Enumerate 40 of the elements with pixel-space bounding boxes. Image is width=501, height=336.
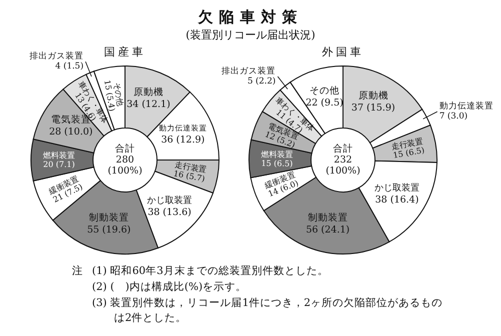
chart-title: 国産車 [104, 46, 146, 58]
text: 232 [334, 154, 352, 166]
data-label: 37 (15.9) [351, 102, 396, 114]
data-label: 22 (9.5) [306, 97, 344, 108]
data-label: 4 (1.5) [55, 62, 84, 72]
slice-label: 制動装置 [308, 212, 348, 224]
slice-label: かじ取装置 [147, 195, 192, 206]
data-label: 5 (2.2) [247, 76, 276, 86]
slice-label: かじ取装置 [374, 182, 420, 194]
data-label: 7 (3.0) [439, 112, 468, 122]
slice-label: 燃料装置 [261, 150, 294, 160]
text: 欠陥車対策 [197, 8, 303, 26]
text: 合計 [333, 142, 353, 154]
text: 280 [116, 154, 134, 166]
slice-label: その他 [310, 84, 340, 96]
data-label: 38 (13.6) [148, 207, 192, 218]
text: 注 [72, 264, 83, 279]
data-label: 34 (12.1) [126, 99, 170, 110]
slice-label: 排出ガス装置 [30, 50, 84, 62]
slice-label: 燃料装置 [43, 151, 75, 160]
slice-label: 原動機 [133, 86, 164, 98]
data-label: 56 (24.1) [306, 224, 350, 236]
data-label: 38 (16.4) [375, 194, 419, 206]
text: (100%) [326, 166, 360, 176]
slice-label: 制動装置 [88, 211, 129, 224]
data-label: 36 (12.9) [161, 134, 205, 146]
slice-label: 原動機 [358, 90, 388, 102]
data-label: 20 (7.1) [43, 160, 75, 169]
chart-title: 外国車 [322, 46, 364, 58]
text: (100%) [108, 166, 142, 176]
text: (1) 昭和60年3月末までの総装置別件数とした。 [92, 264, 330, 279]
slice-label: 排出ガス装置 [222, 65, 276, 76]
data-label: 28 (10.0) [49, 126, 93, 138]
slice-label: 動力伝達装置 [439, 100, 494, 112]
text: (装置別リコール届出状況) [186, 28, 316, 42]
text: 合計 [115, 142, 135, 154]
text: (3) 装置別件数は，リコール届1件につき，2ヶ所の欠陥部位があるものは2件とした。 [92, 296, 444, 326]
data-label: 55 (19.6) [87, 224, 131, 236]
text: (2) ( )内は構成比(%)を示す。 [92, 280, 248, 295]
data-label: 15 (6.5) [261, 158, 293, 168]
